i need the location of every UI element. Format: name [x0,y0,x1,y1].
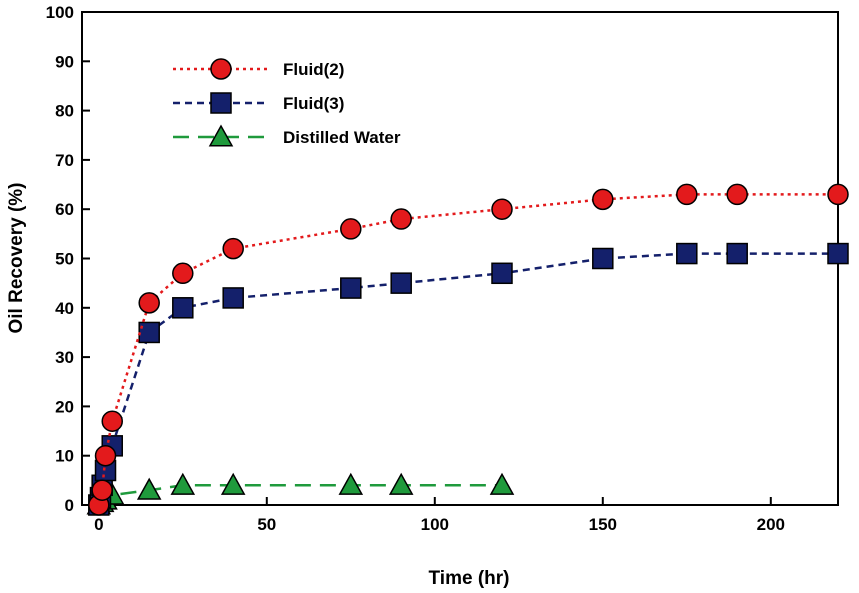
series-line [97,193,838,506]
plot-frame [81,11,839,506]
legend-label: Fluid(2) [283,60,344,79]
data-point [491,262,513,285]
x-tick-label: 50 [257,515,276,534]
data-point [388,472,414,495]
data-point [220,472,246,495]
data-point [136,477,162,500]
data-point [390,208,412,230]
data-point [91,479,113,501]
y-tick-label: 70 [55,151,74,170]
data-point [340,277,362,299]
y-tick-label: 0 [65,496,74,515]
data-point [222,237,244,260]
y-tick-label: 80 [55,102,74,121]
x-tick-label: 150 [589,515,617,534]
y-tick-label: 60 [55,200,74,219]
legend: Fluid(2) Fluid(3) Distilled Water [173,58,401,147]
series-line [98,484,502,507]
legend-marker [208,124,234,147]
series-layer [86,183,849,516]
data-point [340,218,362,240]
legend-label: Distilled Water [283,128,401,147]
data-point [827,183,849,206]
data-point [390,272,412,294]
data-point [172,262,194,285]
data-point [491,198,513,220]
x-tick-label: 200 [757,515,785,534]
data-point [726,242,748,265]
y-tick-label: 40 [55,299,74,318]
legend-marker [210,58,232,80]
data-point [172,297,194,319]
y-axis-title: Oil Recovery (%) [6,183,27,334]
data-point [676,242,698,265]
x-axis-title: Time (hr) [429,568,510,589]
data-point [338,472,364,495]
legend-item: Fluid(2) [173,58,344,80]
y-tick-label: 10 [55,447,74,466]
legend-item: Distilled Water [173,124,401,147]
data-point [827,242,849,265]
data-point [101,410,123,432]
y-tick-label: 50 [55,250,74,269]
legend-item: Fluid(3) [173,92,344,114]
data-point [489,472,515,495]
legend-label: Fluid(3) [283,94,344,113]
series-line [97,252,838,506]
data-point [170,472,196,495]
series-triangle [86,472,515,515]
y-tick-label: 30 [55,348,74,367]
x-tick-label: 0 [94,515,103,534]
data-point [592,247,614,270]
data-point [94,444,117,467]
x-axis-ticks: 0 50 100 150 200 [94,497,785,534]
data-point [726,183,748,206]
data-point [222,287,244,309]
data-point [592,188,614,211]
series-circle [88,183,849,516]
y-tick-label: 100 [46,3,74,22]
y-tick-label: 20 [55,397,74,416]
y-axis-ticks: 0 10 20 30 40 50 60 70 80 90 100 [46,3,90,515]
y-tick-label: 90 [55,52,74,71]
x-tick-label: 100 [421,515,449,534]
data-point [138,292,160,314]
series-square [88,242,849,516]
data-point [138,321,160,344]
legend-marker [210,92,232,114]
data-point [676,183,698,206]
